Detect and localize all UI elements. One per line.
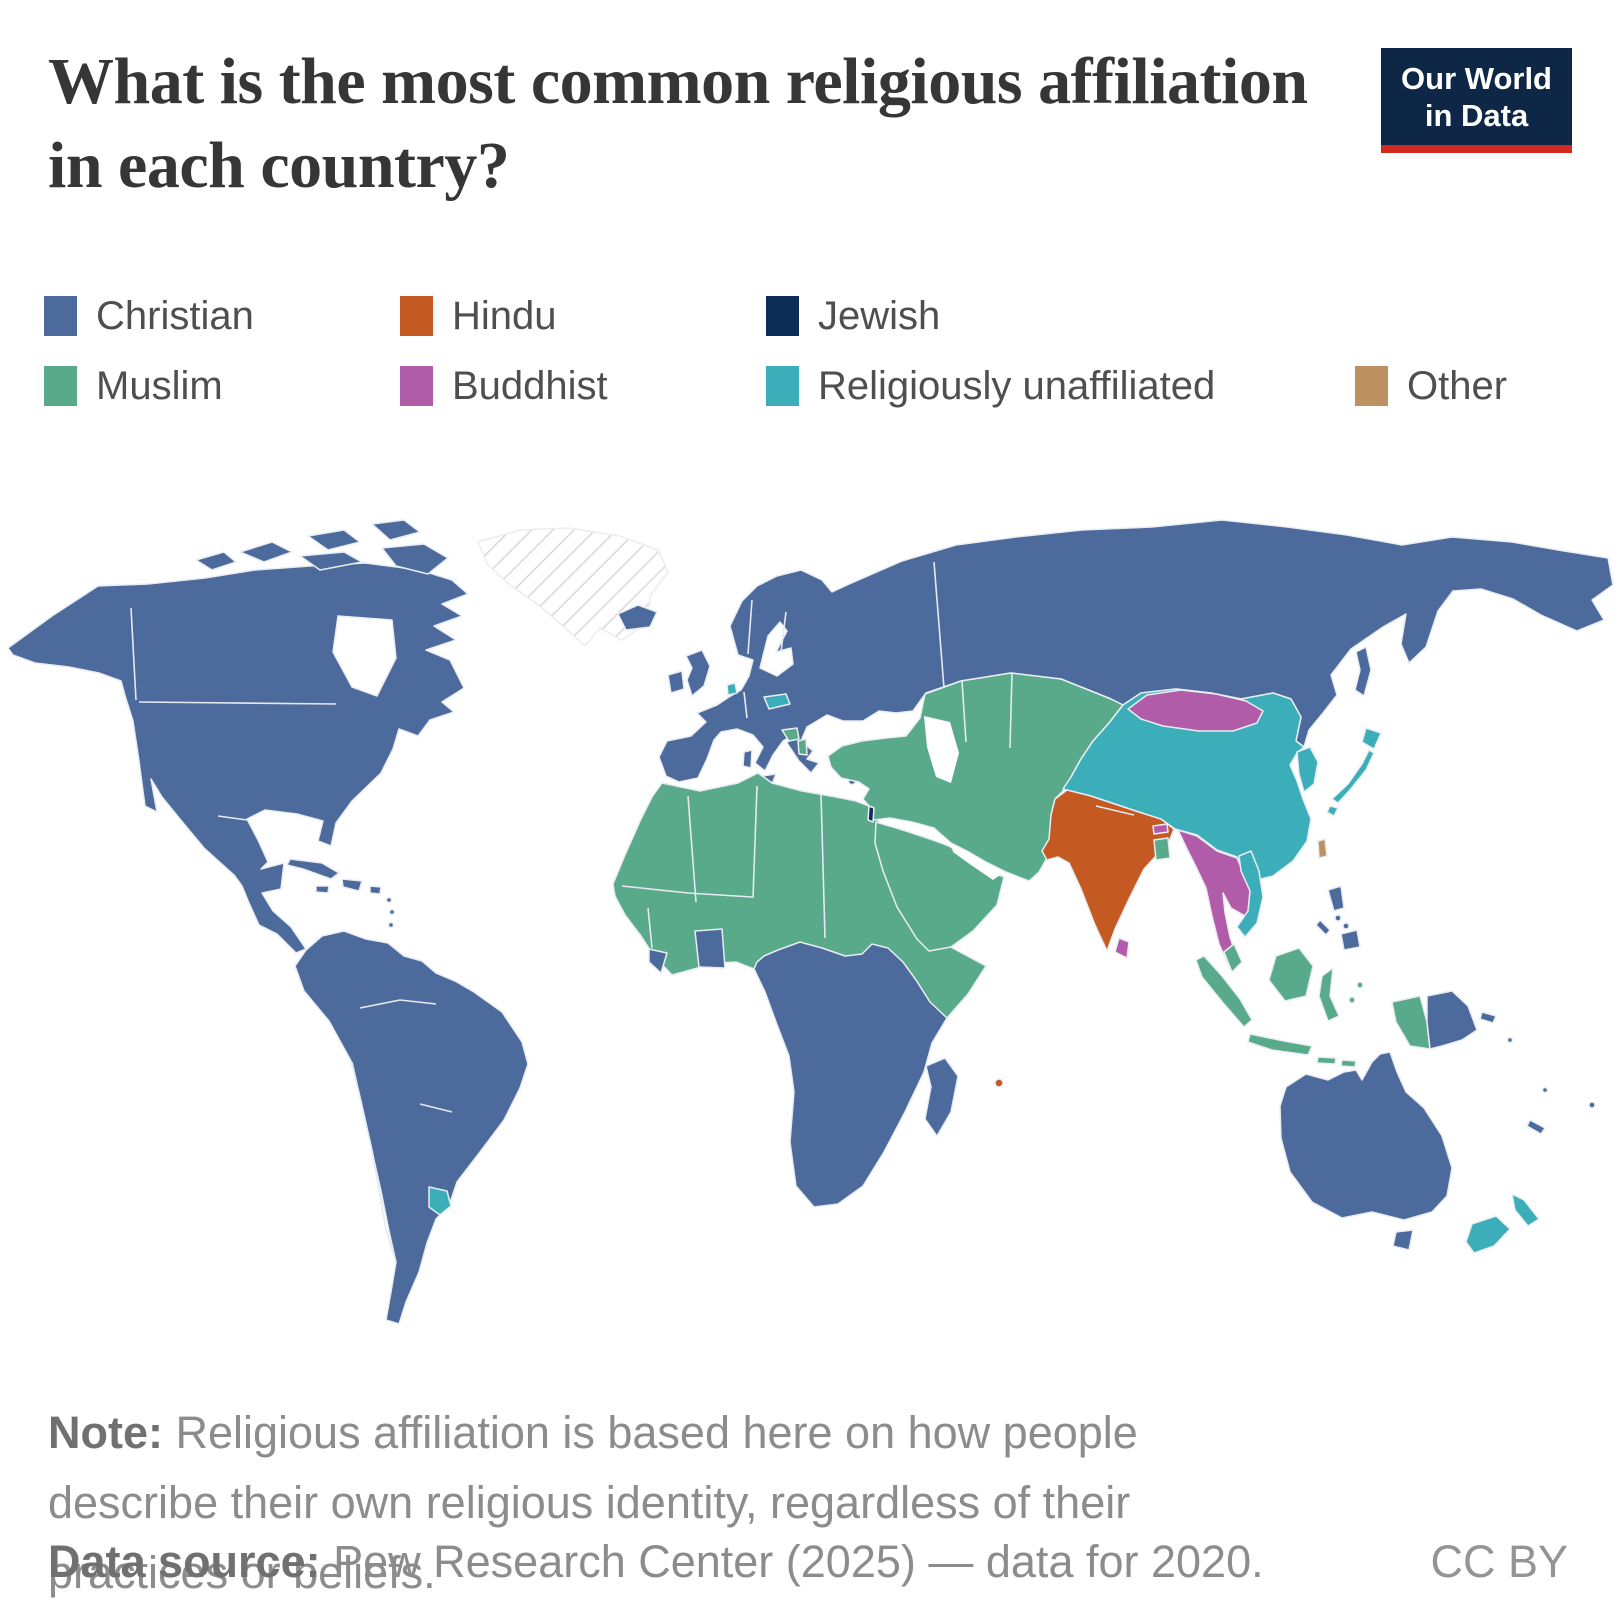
region-papua-new-guinea[interactable] <box>1426 990 1497 1050</box>
legend-item-hindu[interactable]: Hindu <box>400 294 557 338</box>
data-source-text: Data source: Pew Research Center (2025) … <box>48 1536 1308 1588</box>
region-madagascar[interactable] <box>924 1057 959 1137</box>
region-philippines[interactable] <box>1315 885 1361 951</box>
page-title: What is the most common religious affili… <box>48 45 1308 202</box>
region-lesser-antilles[interactable] <box>388 908 396 916</box>
legend-label-jewish: Jewish <box>818 293 941 338</box>
region-new-zealand[interactable] <box>1465 1193 1540 1254</box>
region-taiwan[interactable] <box>1317 838 1328 859</box>
region-north-america[interactable] <box>7 562 469 954</box>
region-lesser-antilles[interactable] <box>387 921 395 929</box>
region-myanmar-thailand-laos-cambodia[interactable] <box>1177 829 1257 967</box>
persian-gulf <box>951 844 1000 880</box>
region-ireland[interactable] <box>667 670 685 694</box>
region-czechia[interactable] <box>763 693 791 710</box>
legend-item-jewish[interactable]: Jewish <box>766 294 940 338</box>
region-netherlands[interactable] <box>726 682 738 696</box>
legend-swatch-muslim <box>44 366 77 406</box>
region-mauritius[interactable] <box>994 1078 1004 1088</box>
legend-swatch-buddhist <box>400 366 433 406</box>
region-israel[interactable] <box>867 805 875 823</box>
caspian-sea <box>924 716 959 783</box>
data-source-label: Data source: <box>48 1536 321 1587</box>
region-arabian-peninsula[interactable] <box>874 821 1005 952</box>
region-canadian-arctic-islands[interactable] <box>195 519 449 575</box>
legend-label-muslim: Muslim <box>96 363 223 408</box>
legend-label-christian: Christian <box>96 293 254 338</box>
legend-swatch-jewish <box>766 296 799 336</box>
owid-logo-line2: in Data <box>1424 97 1529 133</box>
legend-swatch-other <box>1355 366 1388 406</box>
region-liberia[interactable] <box>648 948 668 974</box>
region-bhutan[interactable] <box>1152 823 1169 835</box>
note-text: Note: Religious affiliation is based her… <box>48 1398 1308 1607</box>
legend-item-unaffiliated[interactable]: Religiously unaffiliated <box>766 364 1215 408</box>
legend-label-buddhist: Buddhist <box>452 363 608 408</box>
region-moluccas[interactable] <box>1348 996 1356 1004</box>
legend-label-hindu: Hindu <box>452 293 557 338</box>
owid-logo-line1: Our World <box>1401 61 1552 96</box>
region-malaysia-indonesia[interactable] <box>1195 943 1431 1068</box>
region-philippines[interactable] <box>1334 914 1342 922</box>
region-sri-lanka[interactable] <box>1114 937 1130 959</box>
region-iceland[interactable] <box>617 604 658 631</box>
legend-item-other[interactable]: Other <box>1355 364 1507 408</box>
legend-swatch-christian <box>44 296 77 336</box>
legend-label-unaffiliated: Religiously unaffiliated <box>818 363 1216 408</box>
region-new-caledonia[interactable] <box>1526 1119 1546 1135</box>
region-caribbean[interactable] <box>286 858 382 895</box>
legend-item-muslim[interactable]: Muslim <box>44 364 223 408</box>
region-uruguay[interactable] <box>428 1186 452 1216</box>
region-ghana-togo-benin[interactable] <box>694 928 726 969</box>
legend-label-other: Other <box>1407 363 1508 408</box>
region-fiji[interactable] <box>1588 1101 1596 1109</box>
region-sakhalin[interactable] <box>1354 646 1372 697</box>
legend-swatch-unaffiliated <box>766 366 799 406</box>
region-vanuatu[interactable] <box>1541 1086 1549 1094</box>
region-united-kingdom[interactable] <box>685 649 711 697</box>
region-mongolia[interactable] <box>1127 689 1264 732</box>
region-australia[interactable] <box>1279 1051 1453 1251</box>
legend-item-christian[interactable]: Christian <box>44 294 254 338</box>
license-badge[interactable]: CC BY <box>1430 1536 1568 1587</box>
region-sardinia-corsica[interactable] <box>742 749 753 769</box>
data-source-body: Pew Research Center (2025) — data for 20… <box>320 1536 1264 1587</box>
region-japan[interactable] <box>1326 727 1382 817</box>
region-bangladesh[interactable] <box>1153 837 1171 861</box>
legend-item-buddhist[interactable]: Buddhist <box>400 364 608 408</box>
region-moluccas[interactable] <box>1356 981 1364 989</box>
note-body: Religious affiliation is based here on h… <box>48 1407 1138 1598</box>
legend-swatch-hindu <box>400 296 433 336</box>
region-europe-russia[interactable] <box>658 519 1614 783</box>
region-vietnam[interactable] <box>1236 850 1264 938</box>
world-choropleth-map <box>7 519 1614 1325</box>
region-china[interactable] <box>1062 688 1312 882</box>
country-borders <box>130 561 1135 1263</box>
region-philippines[interactable] <box>1342 922 1350 930</box>
region-lesser-antilles[interactable] <box>385 896 393 904</box>
region-south-america[interactable] <box>294 930 529 1325</box>
note-label: Note: <box>48 1407 163 1458</box>
region-koreas[interactable] <box>1296 746 1319 793</box>
owid-logo[interactable]: Our World in Data <box>1381 48 1572 154</box>
region-bosnia-albania[interactable] <box>781 727 808 756</box>
region-solomon-islands[interactable] <box>1506 1036 1514 1044</box>
